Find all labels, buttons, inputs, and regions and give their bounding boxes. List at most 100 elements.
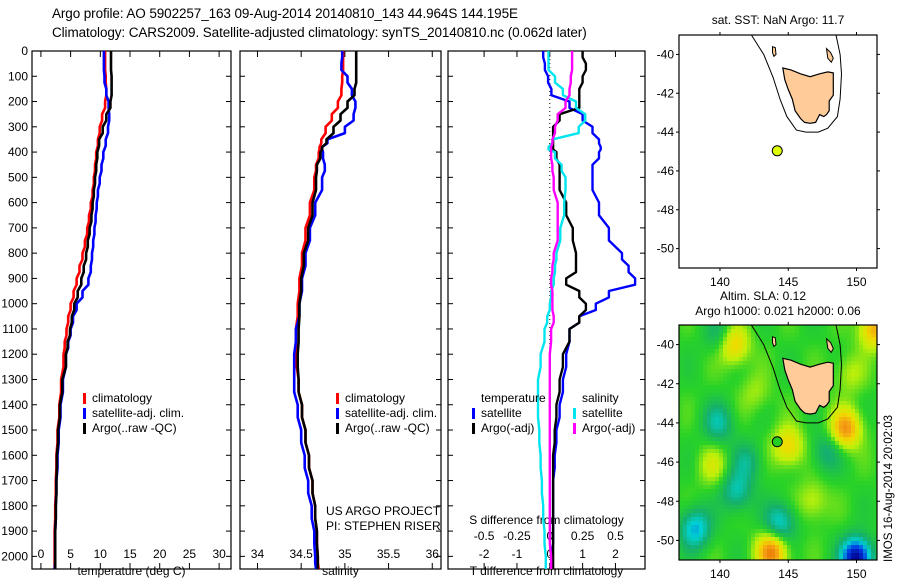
heatmap-cell xyxy=(767,409,771,413)
heatmap-cell xyxy=(703,393,707,397)
heatmap-cell xyxy=(711,537,715,541)
heatmap-cell xyxy=(767,377,771,381)
heatmap-cell xyxy=(787,465,791,469)
heatmap-cell xyxy=(831,489,835,493)
heatmap-cell xyxy=(815,345,819,349)
heatmap-cell xyxy=(779,417,783,421)
heatmap-cell xyxy=(847,501,851,505)
heatmap-cell xyxy=(711,457,715,461)
heatmap-cell xyxy=(747,417,751,421)
heatmap-cell xyxy=(767,541,771,545)
heatmap-cell xyxy=(703,521,707,525)
heatmap-cell xyxy=(871,349,875,353)
heatmap-cell xyxy=(799,501,803,505)
heatmap-cell xyxy=(815,329,819,333)
heatmap-cell xyxy=(731,473,735,477)
heatmap-cell xyxy=(779,373,783,377)
heatmap-cell xyxy=(723,441,727,445)
heatmap-cell xyxy=(871,465,875,469)
heatmap-cell xyxy=(779,365,783,369)
heatmap-cell xyxy=(691,349,695,353)
heatmap-cell xyxy=(731,533,735,537)
heatmap-cell xyxy=(747,433,751,437)
heatmap-cell xyxy=(719,509,723,513)
heatmap-cell xyxy=(731,525,735,529)
heatmap-cell xyxy=(847,525,851,529)
heatmap-cell xyxy=(691,433,695,437)
heatmap-cell xyxy=(679,553,683,557)
heatmap-cell xyxy=(679,525,683,529)
heatmap-cell xyxy=(867,337,871,341)
heatmap-cell xyxy=(695,489,699,493)
heatmap-cell xyxy=(703,337,707,341)
heatmap-cell xyxy=(719,373,723,377)
heatmap-cell xyxy=(723,461,727,465)
heatmap-cell xyxy=(691,481,695,485)
heatmap-cell xyxy=(867,385,871,389)
heatmap-cell xyxy=(863,413,867,417)
heatmap-cell xyxy=(707,505,711,509)
heatmap-cell xyxy=(871,497,875,501)
heatmap-cell xyxy=(731,417,735,421)
heatmap-cell xyxy=(795,329,799,333)
heatmap-cell xyxy=(731,521,735,525)
heatmap-cell xyxy=(691,409,695,413)
heatmap-cell xyxy=(723,353,727,357)
heatmap-cell xyxy=(871,337,875,341)
heatmap-cell xyxy=(723,481,727,485)
heatmap-cell xyxy=(727,377,731,381)
heatmap-cell xyxy=(787,401,791,405)
heatmap-cell xyxy=(839,337,843,341)
heatmap-cell xyxy=(683,337,687,341)
heatmap-cell xyxy=(715,325,719,329)
heatmap-cell xyxy=(751,441,755,445)
heatmap-cell xyxy=(699,481,703,485)
heatmap-cell xyxy=(819,341,823,345)
heatmap-cell xyxy=(847,537,851,541)
heatmap-cell xyxy=(779,513,783,517)
heatmap-cell xyxy=(735,481,739,485)
heatmap-cell xyxy=(787,345,791,349)
heatmap-cell xyxy=(815,357,819,361)
heatmap-cell xyxy=(767,341,771,345)
heatmap-cell xyxy=(679,509,683,513)
heatmap-cell xyxy=(807,469,811,473)
heatmap-cell xyxy=(679,329,683,333)
heatmap-cell xyxy=(715,405,719,409)
heatmap-cell xyxy=(755,329,759,333)
heatmap-cell xyxy=(807,357,811,361)
heatmap-cell xyxy=(759,373,763,377)
heatmap-cell xyxy=(831,449,835,453)
heatmap-cell xyxy=(863,505,867,509)
heatmap-cell xyxy=(851,369,855,373)
heatmap-cell xyxy=(803,425,807,429)
heatmap-cell xyxy=(739,493,743,497)
heatmap-cell xyxy=(875,481,877,485)
heatmap-cell xyxy=(723,337,727,341)
heatmap-cell xyxy=(743,485,747,489)
heatmap-cell xyxy=(731,357,735,361)
heatmap-cell xyxy=(827,553,831,557)
heatmap-cell xyxy=(807,557,811,560)
heatmap-cell xyxy=(743,517,747,521)
heatmap-cell xyxy=(815,509,819,513)
heatmap-cell xyxy=(787,405,791,409)
heatmap-cell xyxy=(687,393,691,397)
heatmap-cell xyxy=(839,473,843,477)
legend-swatch xyxy=(83,408,86,419)
legend-swatch xyxy=(573,408,576,419)
heatmap-cell xyxy=(699,413,703,417)
heatmap-cell xyxy=(707,377,711,381)
heatmap-cell xyxy=(807,505,811,509)
heatmap-cell xyxy=(835,485,839,489)
heatmap-cell xyxy=(751,509,755,513)
heatmap-cell xyxy=(867,393,871,397)
heatmap-cell xyxy=(851,329,855,333)
legend-swatch xyxy=(336,393,339,404)
heatmap-cell xyxy=(687,521,691,525)
heatmap-cell xyxy=(767,337,771,341)
heatmap-cell xyxy=(679,465,683,469)
heatmap-cell xyxy=(715,521,719,525)
heatmap-cell xyxy=(751,525,755,529)
heatmap-cell xyxy=(759,401,763,405)
